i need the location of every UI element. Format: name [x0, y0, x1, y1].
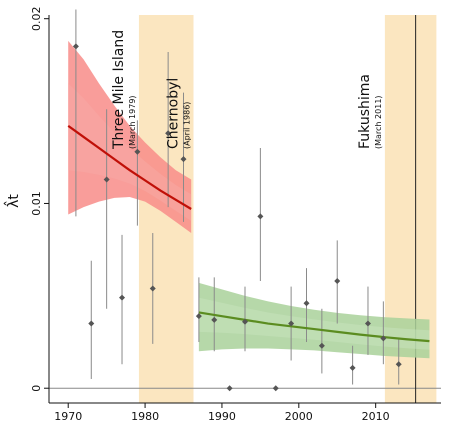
annotations-layer: Three Mile Island (March 1979) Chernobyl (A…: [111, 30, 383, 150]
data-point-1985: [180, 156, 187, 163]
data-point-1989: [211, 316, 218, 323]
data-point-1987: [195, 313, 202, 320]
x-tick-label-1970: 1970: [54, 410, 82, 423]
y-tick-label-2: 0.02: [30, 6, 43, 31]
data-points-layer: [72, 43, 402, 392]
data-point-1999: [288, 320, 295, 327]
data-point-1973: [88, 320, 95, 327]
y-tick-label-1: 0.01: [30, 191, 43, 216]
y-axis-label: λ̂t: [3, 194, 22, 208]
data-point-2009: [364, 320, 371, 327]
annotation-sublabel-chernobyl: (April 1986): [183, 102, 192, 149]
trend-line-pre-chernobyl: [67, 124, 192, 210]
data-point-1993: [242, 318, 248, 325]
data-point-1971: [72, 43, 79, 50]
data-point-1981: [149, 285, 156, 292]
data-point-1983: [165, 130, 172, 137]
data-point-1995: [257, 213, 264, 220]
x-tick-label-2000: 2000: [285, 410, 313, 423]
data-point-2013: [395, 361, 402, 368]
data-point-2011: [380, 335, 387, 342]
annotation-label-fukushima: Fukushima: [357, 74, 373, 149]
x-tick-label-1980: 1980: [131, 410, 159, 423]
data-point-1979: [134, 148, 141, 155]
trend-lines-layer: [67, 124, 430, 343]
annotation-label-chernobyl: Chernobyl: [166, 78, 182, 149]
data-point-1991: [226, 385, 233, 392]
annotation-label-tmi: Three Mile Island: [111, 30, 127, 150]
trend-line-post-chernobyl: [198, 311, 430, 343]
data-point-1977: [119, 294, 126, 301]
annotation-sublabel-tmi: (March 1979): [128, 95, 137, 149]
inner-confidence-band-pre-chernobyl: [68, 83, 192, 222]
axes-layer: 1970 1980 1990 2000 2010 0 0.01 0.02 λ̂t: [3, 6, 441, 423]
data-point-2003: [318, 342, 325, 349]
data-point-2005: [334, 278, 341, 285]
x-tick-label-1990: 1990: [208, 410, 236, 423]
data-point-1997: [272, 385, 279, 392]
data-point-1975: [103, 176, 110, 183]
annotation-sublabel-fukushima: (March 2011): [374, 95, 383, 149]
x-tick-label-2010: 2010: [362, 410, 390, 423]
y-tick-label-0: 0: [30, 385, 43, 392]
data-point-2001: [303, 300, 310, 307]
data-point-2007: [349, 364, 356, 371]
